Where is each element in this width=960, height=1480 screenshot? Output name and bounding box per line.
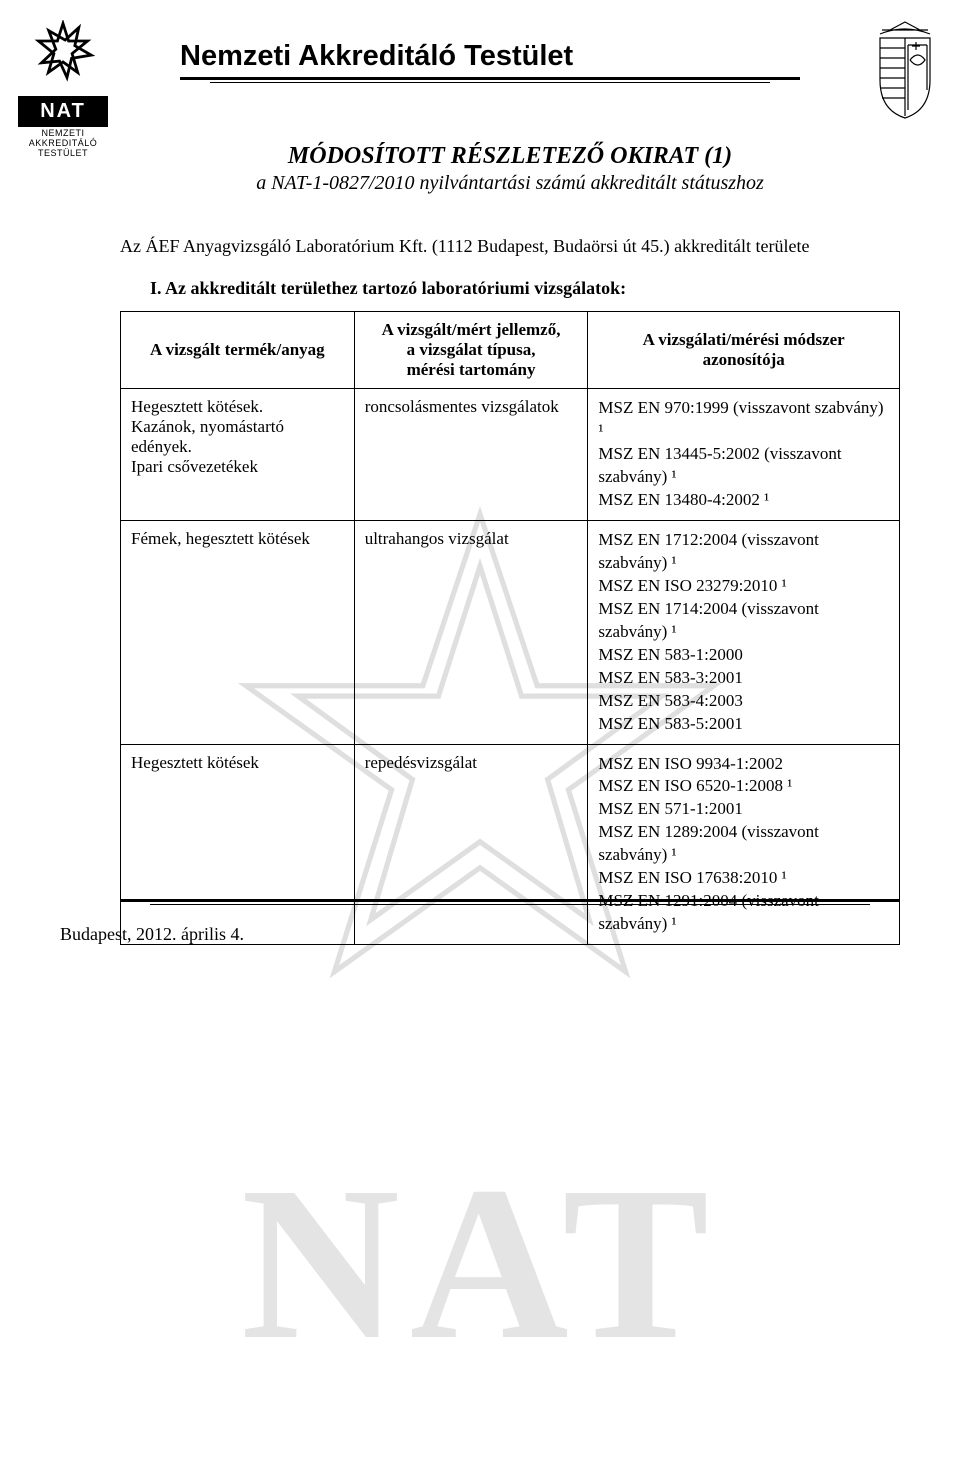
title-rule-1: [180, 77, 800, 80]
nat-star-icon: [28, 20, 98, 90]
footer-date: Budapest, 2012. április 4.: [60, 924, 244, 945]
table-header-c: A vizsgálati/mérési módszer azonosítója: [588, 312, 900, 389]
org-title: Nemzeti Akkreditáló Testület: [180, 40, 800, 73]
cell-product: Fémek, hegesztett kötések: [121, 521, 355, 744]
cell-standard: MSZ EN ISO 9934-1:2002 MSZ EN ISO 6520-1…: [588, 744, 900, 945]
nat-logo-subtitle: NEMZETI AKKREDITÁLÓ TESTÜLET: [18, 129, 108, 159]
coat-of-arms-icon: [870, 20, 940, 125]
table-row: Hegesztett kötésekrepedésvizsgálatMSZ EN…: [121, 744, 900, 945]
title-rule-2: [210, 82, 770, 83]
table-row: Fémek, hegesztett kötésekultrahangos viz…: [121, 521, 900, 744]
document-title: MÓDOSÍTOTT RÉSZLETEZŐ OKIRAT (1): [120, 143, 900, 170]
table-header-b: A vizsgált/mért jellemző, a vizsgálat tí…: [354, 312, 588, 389]
document-subtitle: a NAT-1-0827/2010 nyilvántartási számú a…: [120, 172, 900, 195]
accreditation-table: A vizsgált termék/anyag A vizsgált/mért …: [120, 311, 900, 945]
nat-logo-block: NAT NEMZETI AKKREDITÁLÓ TESTÜLET: [18, 20, 108, 159]
section-heading: I. Az akkreditált területhez tartozó lab…: [150, 278, 900, 299]
cell-product: Hegesztett kötések. Kazánok, nyomástartó…: [121, 389, 355, 521]
cell-product: Hegesztett kötések: [121, 744, 355, 945]
watermark-nat-text: NAT: [241, 1137, 719, 1390]
cell-standard: MSZ EN 1712:2004 (visszavont szabvány) ¹…: [588, 521, 900, 744]
nat-logo-box: NAT: [18, 96, 108, 127]
intro-paragraph: Az ÁEF Anyagvizsgáló Laboratórium Kft. (…: [120, 235, 900, 258]
cell-test-type: roncsolásmentes vizsgálatok: [354, 389, 588, 521]
cell-test-type: repedésvizsgálat: [354, 744, 588, 945]
footer-rules: [120, 899, 900, 905]
cell-standard: MSZ EN 970:1999 (visszavont szabvány) ¹ …: [588, 389, 900, 521]
header-title-block: Nemzeti Akkreditáló Testület: [180, 40, 800, 83]
table-row: Hegesztett kötések. Kazánok, nyomástartó…: [121, 389, 900, 521]
table-header-a: A vizsgált termék/anyag: [121, 312, 355, 389]
cell-test-type: ultrahangos vizsgálat: [354, 521, 588, 744]
